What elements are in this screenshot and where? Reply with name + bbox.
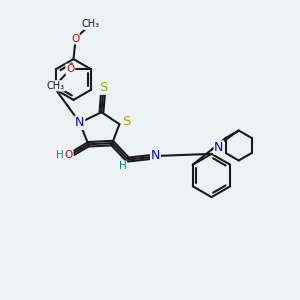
Text: O: O (71, 34, 79, 44)
Text: CH₃: CH₃ (47, 81, 65, 91)
Text: CH₃: CH₃ (82, 19, 100, 29)
Text: H: H (118, 161, 126, 171)
Text: N: N (214, 141, 224, 154)
Text: H: H (56, 150, 64, 160)
Text: S: S (99, 81, 107, 94)
Text: O: O (66, 64, 74, 74)
Text: N: N (75, 116, 85, 129)
Text: N: N (151, 149, 160, 163)
Text: S: S (122, 115, 130, 128)
Text: O: O (64, 150, 73, 160)
